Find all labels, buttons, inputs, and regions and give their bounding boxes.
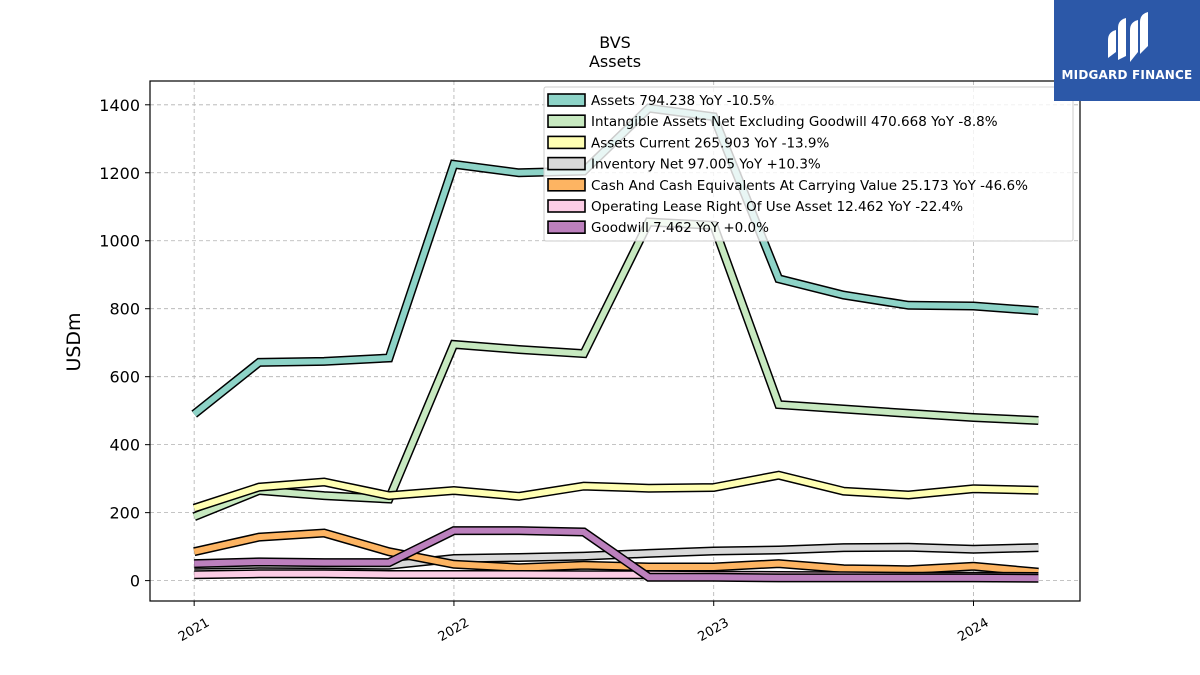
x-tick-label: 2022 [436,615,472,645]
logo-icon [1108,12,1148,62]
midgard-finance-logo: MIDGARD FINANCE [1054,0,1200,101]
legend-entry: Assets Current 265.903 YoY -13.9% [591,135,830,151]
legend-swatch [547,114,586,128]
x-tick-label: 2021 [176,615,212,645]
y-tick-label: 1400 [99,96,140,115]
legend-entry: Intangible Assets Net Excluding Goodwill… [591,114,998,130]
x-tick-label: 2024 [955,615,991,645]
series-outline-intangible-assets-net-excluding-goodwill [192,217,1039,521]
y-tick-label: 1200 [99,164,140,183]
series-line-cash-and-cash-equivalents-at-carrying-value [193,529,1039,576]
plot-frame [149,80,1081,602]
y-axis-label: USDm [63,312,85,371]
series-lines [191,103,1039,583]
logo-text: MIDGARD FINANCE [1061,68,1193,82]
y-tick-label: 0 [130,572,140,591]
y-tick-label: 200 [109,504,140,523]
legend-swatch [547,135,586,150]
legend-swatch [547,178,586,192]
y-axis: 0 200 400 600 800 1000 1200 1400 [99,96,150,591]
chart-subtitle: Assets [589,52,641,71]
y-tick-label: 800 [109,300,140,319]
series-line-assets-current [193,472,1039,512]
legend-swatch [547,220,586,234]
y-tick-label: 600 [109,368,140,387]
legend-swatch [547,93,586,107]
legend-entry: Assets 794.238 YoY -10.5% [591,93,775,109]
series-line-goodwill [194,527,1039,582]
legend-entry: Operating Lease Right Of Use Asset 12.46… [591,199,963,215]
chart-title: BVS [599,33,631,52]
legend-entry: Goodwill 7.462 YoY +0.0% [591,220,769,236]
legend-box [543,86,1074,242]
series-line-intangible-assets-net-excluding-goodwill [193,218,1039,520]
legend-entry: Cash And Cash Equivalents At Carrying Va… [591,178,1028,194]
legend: Assets 794.238 YoY -10.5% Intangible Asse… [543,86,1074,242]
legend-swatch [547,199,586,213]
x-tick-label: 2023 [696,615,732,645]
y-tick-label: 1000 [99,232,140,251]
x-axis: 2021 2022 2023 2024 [176,601,991,645]
legend-entry: Inventory Net 97.005 YoY +10.3% [591,157,821,173]
y-tick-label: 400 [109,436,140,455]
legend-swatch [547,156,586,171]
